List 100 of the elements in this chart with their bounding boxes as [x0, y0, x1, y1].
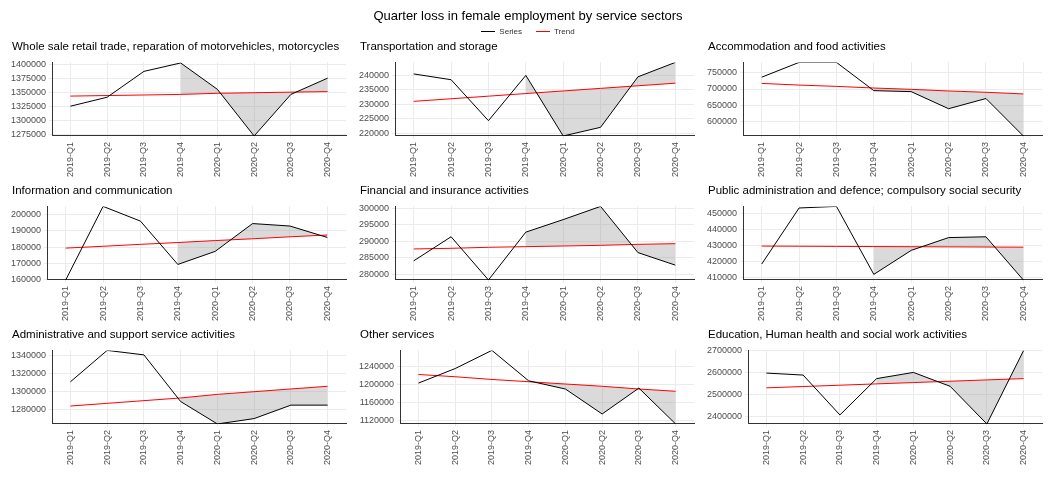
- x-tick-label: 2019-Q3: [138, 141, 149, 178]
- x-tick-label: 2020-Q2: [248, 141, 259, 178]
- y-tick-label: 750000: [706, 67, 738, 78]
- x-tick-label: 2020-Q2: [596, 429, 607, 466]
- x-tick-label: 2019-Q2: [445, 141, 456, 178]
- x-tick-label: 2019-Q1: [412, 429, 423, 466]
- y-tick-label: 300000: [358, 202, 390, 213]
- y-tick-label: 240000: [358, 69, 390, 80]
- x-tick-label: 2019-Q4: [175, 429, 186, 466]
- y-tick-label: 1300000: [10, 386, 47, 397]
- x-tick-label: 2019-Q2: [449, 429, 460, 466]
- x-tick-label: 2020-Q3: [632, 285, 643, 322]
- x-tick-label: 2019-Q1: [408, 141, 419, 178]
- y-tick-label: 1325000: [10, 100, 47, 111]
- y-tick-label: 1375000: [10, 72, 47, 83]
- x-tick-label: 2019-Q4: [520, 141, 531, 178]
- x-tick-label: 2020-Q3: [284, 285, 295, 322]
- x-tick-label: 2020-Q4: [670, 429, 681, 466]
- y-tick-label: 225000: [358, 113, 390, 124]
- y-tick-label: 230000: [358, 98, 390, 109]
- y-tick-label: 1275000: [10, 128, 47, 139]
- y-tick-label: 295000: [358, 219, 390, 230]
- x-tick-label: 2019-Q2: [793, 141, 804, 178]
- y-tick-label: 650000: [706, 99, 738, 110]
- x-tick-label: 2020-Q3: [633, 429, 644, 466]
- legend-label: Trend: [554, 27, 575, 36]
- x-tick-label: 2019-Q2: [797, 429, 808, 466]
- chart-title: Whole sale retail trade, reparation of motorvehicles, motorcycles: [11, 40, 341, 54]
- x-tick-label: 2020-Q1: [209, 285, 220, 322]
- x-tick-label: 2020-Q1: [907, 429, 918, 466]
- x-tick-label: 2019-Q4: [523, 429, 534, 466]
- x-tick-label: 2019-Q2: [445, 285, 456, 322]
- y-tick-label: 2700000: [706, 344, 743, 355]
- y-tick-label: 285000: [358, 252, 390, 263]
- y-tick-label: 410000: [706, 272, 738, 283]
- x-tick-label: 2020-Q1: [211, 141, 222, 178]
- y-tick-label: 1340000: [10, 350, 47, 361]
- x-tick-label: 2019-Q4: [175, 141, 186, 178]
- y-tick-label: 600000: [706, 116, 738, 127]
- x-tick-label: 2020-Q4: [1017, 285, 1028, 322]
- x-tick-label: 2020-Q1: [557, 141, 568, 178]
- x-tick-label: 2019-Q4: [868, 141, 879, 178]
- x-tick-label: 2020-Q4: [321, 285, 332, 322]
- x-tick-label: 2020-Q2: [944, 429, 955, 466]
- x-tick-label: 2019-Q3: [482, 285, 493, 322]
- x-tick-label: 2020-Q2: [247, 285, 258, 322]
- y-tick-label: 1320000: [10, 368, 47, 379]
- x-tick-label: 2019-Q1: [64, 429, 75, 466]
- y-tick-label: 1280000: [10, 404, 47, 415]
- y-tick-label: 1240000: [358, 360, 395, 371]
- x-tick-label: 2020-Q1: [905, 141, 916, 178]
- x-tick-label: 2020-Q4: [322, 429, 333, 466]
- x-tick-label: 2020-Q2: [595, 285, 606, 322]
- x-tick-label: 2020-Q1: [557, 285, 568, 322]
- x-tick-label: 2020-Q2: [943, 285, 954, 322]
- x-tick-label: 2019-Q1: [756, 285, 767, 322]
- y-tick-label: 280000: [358, 268, 390, 279]
- chart-title: Administrative and support service activities: [11, 328, 237, 342]
- x-tick-label: 2019-Q1: [64, 141, 75, 178]
- y-tick-label: 450000: [706, 208, 738, 219]
- chart-title: Other services: [359, 328, 436, 342]
- x-tick-label: 2020-Q1: [211, 429, 222, 466]
- y-tick-label: 1350000: [10, 86, 47, 97]
- x-tick-label: 2019-Q3: [830, 141, 841, 178]
- x-tick-label: 2020-Q3: [632, 141, 643, 178]
- x-tick-label: 2019-Q3: [830, 285, 841, 322]
- x-tick-label: 2019-Q4: [172, 285, 183, 322]
- x-tick-label: 2020-Q3: [285, 429, 296, 466]
- x-tick-label: 2019-Q1: [760, 429, 771, 466]
- x-tick-label: 2020-Q4: [1018, 429, 1029, 466]
- x-tick-label: 2019-Q2: [97, 285, 108, 322]
- y-tick-label: 290000: [358, 235, 390, 246]
- legend-label: Series: [499, 27, 523, 36]
- x-tick-label: 2019-Q3: [486, 429, 497, 466]
- y-tick-label: 220000: [358, 127, 390, 138]
- x-tick-label: 2020-Q3: [980, 285, 991, 322]
- chart-title: Transportation and storage: [359, 40, 499, 54]
- y-tick-label: 160000: [10, 274, 42, 285]
- x-tick-label: 2019-Q2: [101, 429, 112, 466]
- y-tick-label: 2600000: [706, 366, 743, 377]
- y-tick-label: 235000: [358, 84, 390, 95]
- x-tick-label: 2020-Q2: [595, 141, 606, 178]
- y-tick-label: 190000: [10, 225, 42, 236]
- x-tick-label: 2019-Q4: [871, 429, 882, 466]
- x-tick-label: 2019-Q2: [101, 141, 112, 178]
- chart-title: Accommodation and food activities: [707, 40, 887, 54]
- x-tick-label: 2019-Q4: [868, 285, 879, 322]
- y-tick-label: 420000: [706, 256, 738, 267]
- y-tick-label: 440000: [706, 224, 738, 235]
- x-tick-label: 2019-Q1: [756, 141, 767, 178]
- y-tick-label: 180000: [10, 241, 42, 252]
- x-tick-label: 2020-Q1: [559, 429, 570, 466]
- chart-title: Public administration and defence; compulsory social security: [707, 184, 1023, 198]
- y-tick-label: 2500000: [706, 388, 743, 399]
- x-tick-label: 2019-Q1: [60, 285, 71, 322]
- x-tick-label: 2020-Q3: [981, 429, 992, 466]
- chart-title: Education, Human health and social work activities: [707, 328, 968, 342]
- y-tick-label: 430000: [706, 240, 738, 251]
- y-tick-label: 700000: [706, 83, 738, 94]
- y-tick-label: 2400000: [706, 410, 743, 421]
